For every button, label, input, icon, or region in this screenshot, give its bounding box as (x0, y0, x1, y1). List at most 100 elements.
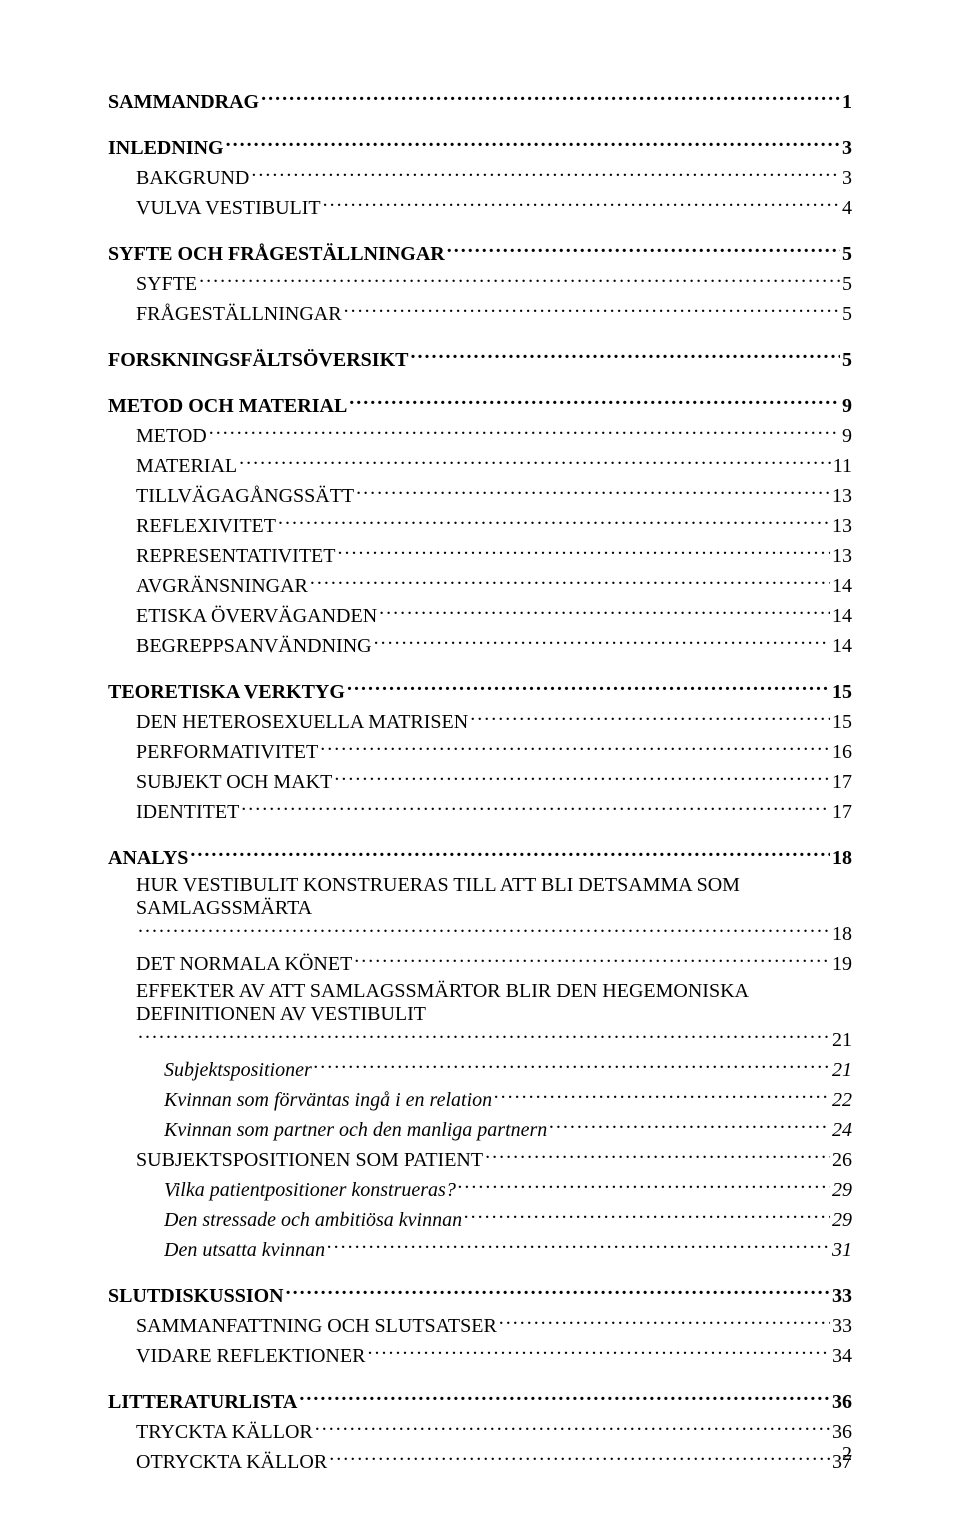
toc-entry: Kvinnan som förväntas ingå i en relation… (164, 1086, 852, 1114)
toc-leader (320, 738, 830, 758)
toc-page: 14 (832, 573, 852, 600)
toc-leader (138, 920, 830, 940)
toc-leader (327, 1236, 830, 1256)
toc-page: 15 (832, 709, 852, 736)
toc-leader (209, 422, 840, 442)
toc-label: SYFTE (136, 271, 197, 298)
toc-leader (499, 1312, 830, 1332)
toc-leader (447, 240, 840, 260)
table-of-contents: SAMMANDRAG1INLEDNING3BAKGRUND3VULVA VEST… (108, 88, 852, 1476)
toc-entry: TRYCKTA KÄLLOR36 (136, 1418, 852, 1446)
toc-label: Kvinnan som partner och den manliga part… (164, 1117, 547, 1144)
toc-entry: AVGRÄNSNINGAR14 (136, 572, 852, 600)
toc-leader (261, 88, 840, 108)
toc-page: 11 (833, 453, 852, 480)
toc-entry: SUBJEKTSPOSITIONEN SOM PATIENT 26 (136, 1146, 852, 1174)
toc-entry: FORSKNINGSFÄLTSÖVERSIKT5 (108, 346, 852, 374)
toc-leader (138, 1026, 830, 1046)
toc-leader (315, 1418, 830, 1438)
toc-page: 36 (832, 1419, 852, 1446)
page: SAMMANDRAG1INLEDNING3BAKGRUND3VULVA VEST… (0, 0, 960, 1516)
toc-page: 36 (832, 1389, 852, 1416)
toc-entry: HUR VESTIBULIT KONSTRUERAS TILL ATT BLI … (136, 874, 852, 948)
toc-entry: Subjektspositioner 21 (164, 1056, 852, 1084)
toc-page: 14 (832, 603, 852, 630)
toc-leader (241, 798, 830, 818)
toc-page: 33 (832, 1283, 852, 1310)
toc-label: Vilka patientpositioner konstrueras? (164, 1177, 456, 1204)
toc-leader (470, 708, 830, 728)
toc-leader (494, 1086, 830, 1106)
toc-label: Subjektspositioner (164, 1057, 312, 1084)
toc-leader (344, 300, 840, 320)
toc-entry: LITTERATURLISTA36 (108, 1388, 852, 1416)
toc-page: 16 (832, 739, 852, 766)
toc-entry: TEORETISKA VERKTYG15 (108, 678, 852, 706)
toc-entry: REFLEXIVITET 13 (136, 512, 852, 540)
toc-page: 17 (832, 769, 852, 796)
toc-entry: SLUTDISKUSSION 33 (108, 1282, 852, 1310)
toc-entry: SAMMANDRAG1 (108, 88, 852, 116)
toc-entry: DEN HETEROSEXUELLA MATRISEN 15 (136, 708, 852, 736)
toc-label: Kvinnan som förväntas ingå i en relation (164, 1087, 492, 1114)
toc-label: DEN HETEROSEXUELLA MATRISEN (136, 709, 468, 736)
toc-page: 17 (832, 799, 852, 826)
toc-page: 5 (842, 271, 852, 298)
toc-entry: EFFEKTER AV ATT SAMLAGSSMÄRTOR BLIR DEN … (136, 980, 852, 1054)
toc-page: 5 (842, 347, 852, 374)
toc-label: SUBJEKTSPOSITIONEN SOM PATIENT (136, 1147, 483, 1174)
toc-entry: Den utsatta kvinnan31 (164, 1236, 852, 1264)
toc-label: REPRESENTATIVITET (136, 543, 336, 570)
toc-label: SUBJEKT OCH MAKT (136, 769, 332, 796)
toc-page: 18 (832, 921, 852, 948)
toc-leader (354, 950, 830, 970)
toc-leader (278, 512, 830, 532)
toc-entry: PERFORMATIVITET16 (136, 738, 852, 766)
toc-page: 26 (832, 1147, 852, 1174)
toc-label: ETISKA ÖVERVÄGANDEN (136, 603, 377, 630)
toc-label: METOD OCH MATERIAL (108, 393, 347, 420)
toc-entry: Den stressade och ambitiösa kvinnan29 (164, 1206, 852, 1234)
toc-page: 18 (832, 845, 852, 872)
toc-label: FRÅGESTÄLLNINGAR (136, 301, 342, 328)
toc-leader (374, 632, 830, 652)
toc-label: REFLEXIVITET (136, 513, 276, 540)
toc-label: MATERIAL (136, 453, 237, 480)
toc-leader (367, 1342, 830, 1362)
toc-leader (334, 768, 830, 788)
toc-page: 14 (832, 633, 852, 660)
toc-page: 33 (832, 1313, 852, 1340)
toc-entry: DET NORMALA KÖNET19 (136, 950, 852, 978)
toc-label: VIDARE REFLEKTIONER (136, 1343, 365, 1370)
toc-page: 29 (832, 1177, 852, 1204)
toc-leader (251, 164, 840, 184)
toc-leader (239, 452, 831, 472)
toc-leader-line: 18 (136, 920, 852, 948)
toc-label: IDENTITET (136, 799, 239, 826)
toc-leader (379, 602, 830, 622)
toc-page: 21 (832, 1057, 852, 1084)
toc-entry: Vilka patientpositioner konstrueras? 29 (164, 1176, 852, 1204)
toc-leader (314, 1056, 830, 1076)
toc-label: METOD (136, 423, 207, 450)
toc-label: TEORETISKA VERKTYG (108, 679, 345, 706)
toc-page: 13 (832, 513, 852, 540)
toc-leader (458, 1176, 830, 1196)
toc-leader (329, 1448, 830, 1468)
toc-entry: METOD 9 (136, 422, 852, 450)
toc-leader (485, 1146, 830, 1166)
toc-entry: ETISKA ÖVERVÄGANDEN 14 (136, 602, 852, 630)
toc-entry: OTRYCKTA KÄLLOR37 (136, 1448, 852, 1476)
toc-page: 9 (842, 423, 852, 450)
toc-label: EFFEKTER AV ATT SAMLAGSSMÄRTOR BLIR DEN … (136, 980, 852, 1026)
toc-entry: REPRESENTATIVITET13 (136, 542, 852, 570)
toc-leader (310, 572, 830, 592)
toc-label: VULVA VESTIBULIT (136, 195, 321, 222)
toc-leader (190, 844, 830, 864)
toc-label: SLUTDISKUSSION (108, 1283, 284, 1310)
toc-leader (549, 1116, 830, 1136)
toc-entry: IDENTITET 17 (136, 798, 852, 826)
toc-page: 22 (832, 1087, 852, 1114)
toc-label: Den utsatta kvinnan (164, 1237, 325, 1264)
toc-entry: FRÅGESTÄLLNINGAR5 (136, 300, 852, 328)
